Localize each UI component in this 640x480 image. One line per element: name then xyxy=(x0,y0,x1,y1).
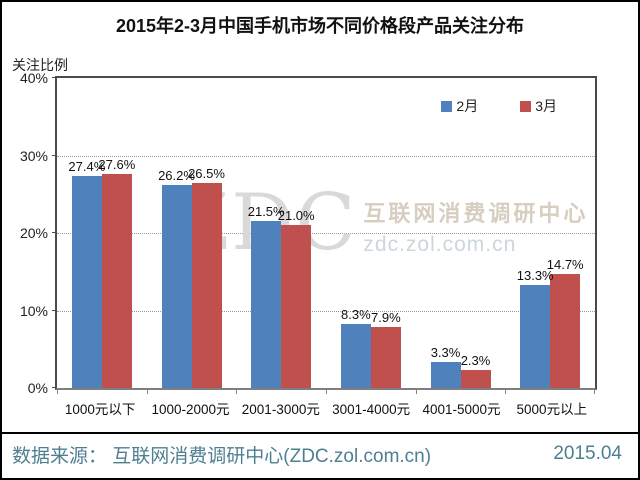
gridline xyxy=(57,310,595,312)
y-tick-label: 20% xyxy=(19,225,48,241)
bar-value-label: 26.5% xyxy=(188,165,225,181)
y-tick-label: 0% xyxy=(27,380,48,396)
x-tick-label: 3001-4000元 xyxy=(332,402,411,417)
y-tick-mark xyxy=(52,387,57,388)
bar-3月-3001-4000元: 7.9% xyxy=(370,310,401,388)
bar-value-label: 27.4% xyxy=(68,158,106,174)
bar-group: 21.5% 21.0% xyxy=(236,78,326,388)
bar-value-label: 21.0% xyxy=(277,208,315,224)
x-axis-labels: 1000元以下 1000-2000元 2001-3000元 3001-4000元 400… xyxy=(55,398,597,418)
legend-entry-3月: 3月 xyxy=(520,96,557,116)
x-tick-label: 1000元以下 xyxy=(64,402,136,417)
legend-swatch xyxy=(520,100,532,112)
bar-groups: 27.4% 27.6% 26.2% 26.5% 21.5% 21.0% 8.3% 7.9% 3.… xyxy=(57,78,595,388)
x-tick-label: 1000-2000元 xyxy=(151,402,230,417)
bar-value-label: 26.2% xyxy=(158,167,195,183)
y-tick-mark xyxy=(52,309,57,311)
gridline xyxy=(57,155,595,157)
bar-3月-1000元以下: 27.6% xyxy=(98,157,135,388)
x-tick-mark xyxy=(236,388,238,394)
y-axis-title: 关注比例 xyxy=(12,57,68,73)
y-tick-label: 40% xyxy=(19,70,48,86)
bar-value-label: 3.3% xyxy=(430,345,461,361)
y-tick-mark xyxy=(52,77,57,78)
data-source-text: 数据来源： 互联网消费调研中心(ZDC.zol.com.cn) xyxy=(12,445,432,467)
bar-group: 13.3% 14.7% xyxy=(505,78,595,388)
bar-3月-2001-3000元: 21.0% xyxy=(278,208,315,388)
bar-value-label: 21.5% xyxy=(247,204,285,220)
bar-3月-5000元以上: 14.7% xyxy=(547,257,584,388)
legend-label: 2月 xyxy=(456,98,479,114)
legend-label: 3月 xyxy=(535,98,557,114)
legend-entry-2月: 2月 xyxy=(441,96,478,116)
bar-2月-1000元以下: 27.4% xyxy=(68,159,105,388)
x-tick-mark xyxy=(146,388,148,394)
bar-value-label: 27.6% xyxy=(98,157,136,173)
legend-swatch xyxy=(441,100,453,112)
chart-title: 2015年2-3月中国手机市场不同价格段产品关注分布 xyxy=(115,16,525,36)
bar-value-label: 13.3% xyxy=(516,267,554,283)
x-tick-label: 2001-3000元 xyxy=(241,402,320,417)
y-tick-label: 10% xyxy=(19,302,48,319)
bar-group: 27.4% 27.6% xyxy=(57,78,147,388)
bar-value-label: 7.9% xyxy=(371,309,401,325)
y-tick-mark xyxy=(52,154,57,156)
x-tick-label: 4001-5000元 xyxy=(422,402,501,417)
bar-group: 26.2% 26.5% xyxy=(147,78,237,388)
footer-date: 2015.04 xyxy=(553,443,622,464)
bar-2月-5000元以上: 13.3% xyxy=(517,268,554,388)
bar-3月-1000-2000元: 26.5% xyxy=(188,166,225,388)
bar-value-label: 14.7% xyxy=(546,257,584,273)
gridline xyxy=(57,233,595,234)
x-tick-mark xyxy=(326,388,327,394)
bar-group: 3.3% 2.3% xyxy=(416,78,506,388)
bar-2月-4001-5000元: 3.3% xyxy=(430,345,461,388)
x-tick-mark xyxy=(594,388,595,394)
legend: 2月 3月 xyxy=(441,96,557,116)
x-tick-mark xyxy=(415,388,417,394)
footer: 数据来源： 互联网消费调研中心(ZDC.zol.com.cn) 2015.04 xyxy=(2,432,638,478)
x-tick-mark xyxy=(57,388,58,394)
bar-2月-3001-4000元: 8.3% xyxy=(340,307,371,388)
bar-value-label: 8.3% xyxy=(341,306,371,322)
bar-group: 8.3% 7.9% xyxy=(326,78,416,388)
y-tick-mark xyxy=(52,232,57,233)
bar-2月-1000-2000元: 26.2% xyxy=(158,168,195,388)
x-tick-label: 5000元以上 xyxy=(516,402,588,417)
y-tick-label: 30% xyxy=(19,147,48,164)
bar-2月-2001-3000元: 21.5% xyxy=(248,204,285,388)
x-tick-mark xyxy=(505,388,507,394)
bar-3月-4001-5000元: 2.3% xyxy=(460,353,491,388)
bar-value-label: 2.3% xyxy=(460,353,491,369)
